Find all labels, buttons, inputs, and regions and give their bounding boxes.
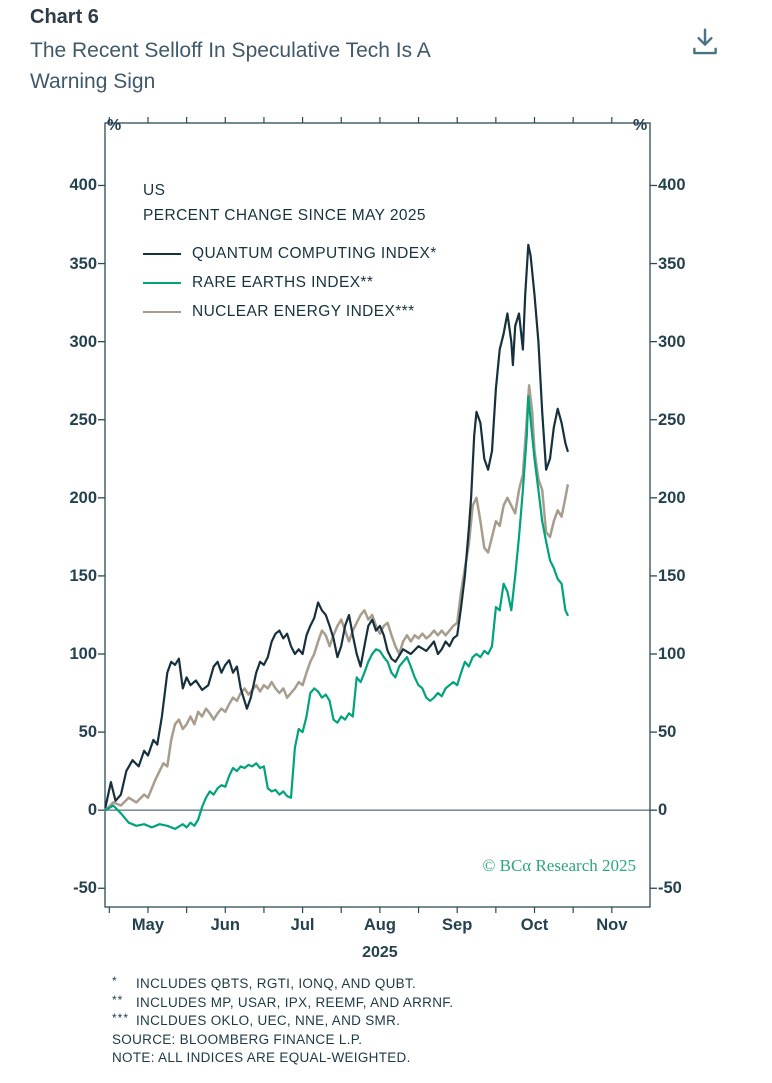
legend-item-rare-earths: RARE EARTHS INDEX** bbox=[143, 274, 437, 292]
y-tick-label-left: 0 bbox=[87, 801, 97, 820]
footnote-1: * INCLUDES QBTS, RGTI, IONQ, AND QUBT. bbox=[112, 974, 453, 994]
y-tick-label-left: 200 bbox=[69, 488, 97, 507]
y-axis-unit-left: % bbox=[107, 117, 122, 134]
footnote-3: *** INCLDUES OKLO, UEC, NNE, AND SMR. bbox=[112, 1011, 453, 1031]
legend: US PERCENT CHANGE SINCE MAY 2025 QUANTUM… bbox=[143, 182, 437, 321]
y-tick-label-left: 250 bbox=[69, 410, 97, 429]
y-tick-label-left: 150 bbox=[69, 566, 97, 585]
y-tick-label-right: 300 bbox=[658, 332, 686, 351]
x-axis-year-label: 2025 bbox=[362, 944, 398, 961]
footnote-2-text: INCLUDES MP, USAR, IPX, REEMF, AND ARRNF… bbox=[136, 994, 454, 1010]
legend-line-rare-earths bbox=[143, 282, 181, 284]
x-tick-label: Jun bbox=[210, 916, 240, 934]
x-tick-label: Aug bbox=[363, 916, 396, 934]
footnote-note: NOTE: ALL INDICES ARE EQUAL-WEIGHTED. bbox=[112, 1049, 453, 1068]
x-tick-label: Sep bbox=[442, 916, 473, 934]
footnote-2: ** INCLUDES MP, USAR, IPX, REEMF, AND ARR… bbox=[112, 992, 454, 1013]
legend-item-quantum: QUANTUM COMPUTING INDEX* bbox=[143, 245, 437, 263]
chart-region-label: US bbox=[143, 182, 166, 199]
series-line bbox=[104, 384, 569, 812]
footnote-3-marker: *** bbox=[112, 1011, 130, 1026]
y-axis-unit-right: % bbox=[633, 117, 648, 134]
chart-number-label: Chart 6 bbox=[30, 6, 99, 28]
footnote-source: SOURCE: BLOOMBERG FINANCE L.P. bbox=[112, 1031, 453, 1050]
y-tick-label-right: 100 bbox=[658, 644, 686, 663]
y-tick-label-left: 100 bbox=[69, 644, 97, 663]
y-tick-label-left: 50 bbox=[78, 723, 97, 742]
plot-frame bbox=[104, 122, 651, 908]
y-tick-label-right: 250 bbox=[658, 410, 686, 429]
footnote-2-marker: ** bbox=[112, 992, 124, 1007]
footnote-3-text: INCLDUES OKLO, UEC, NNE, AND SMR. bbox=[136, 1013, 401, 1029]
y-tick-label-right: 50 bbox=[658, 723, 677, 742]
x-tick-label: Oct bbox=[520, 916, 549, 934]
chart-subtitle: PERCENT CHANGE SINCE MAY 2025 bbox=[143, 207, 426, 224]
y-tick-label-right: 400 bbox=[658, 176, 686, 195]
x-tick-label: May bbox=[131, 916, 165, 934]
copyright-watermark: © BCα Research 2025 bbox=[482, 856, 636, 875]
y-tick-label-right: 200 bbox=[658, 488, 686, 507]
x-tick-label: Nov bbox=[596, 916, 628, 934]
y-tick-label-left: 400 bbox=[69, 176, 97, 195]
download-button[interactable] bbox=[684, 22, 726, 62]
x-tick-label: Jul bbox=[290, 916, 315, 934]
legend-label-nuclear: NUCLEAR ENERGY INDEX*** bbox=[192, 303, 415, 320]
series-line bbox=[104, 243, 569, 809]
legend-line-nuclear bbox=[143, 311, 181, 313]
footnote-source-text: SOURCE: BLOOMBERG FINANCE L.P. bbox=[112, 1031, 363, 1047]
y-tick-label-right: 350 bbox=[658, 254, 686, 273]
y-tick-label-left: 350 bbox=[69, 254, 97, 273]
y-tick-label-right: 0 bbox=[658, 801, 668, 820]
legend-label-rare-earths: RARE EARTHS INDEX** bbox=[192, 274, 374, 291]
legend-label-quantum: QUANTUM COMPUTING INDEX* bbox=[192, 245, 437, 262]
y-tick-label-right: 150 bbox=[658, 566, 686, 585]
page-title-line2: Warning Sign bbox=[30, 70, 156, 93]
y-tick-label-left: -50 bbox=[73, 879, 97, 898]
footnote-1-marker: * bbox=[112, 974, 118, 988]
page-title: The Recent Selloff In Speculative Tech I… bbox=[30, 35, 660, 97]
y-tick-label-right: -50 bbox=[658, 879, 682, 898]
download-icon bbox=[693, 27, 717, 54]
footnotes: * INCLUDES QBTS, RGTI, IONQ, AND QUBT. **… bbox=[112, 974, 454, 1068]
legend-line-quantum bbox=[143, 253, 181, 255]
footnote-note-text: NOTE: ALL INDICES ARE EQUAL-WEIGHTED. bbox=[112, 1050, 411, 1066]
page-title-line1: The Recent Selloff In Speculative Tech I… bbox=[30, 39, 431, 62]
y-tick-label-left: 300 bbox=[69, 332, 97, 351]
footnote-1-text: INCLUDES QBTS, RGTI, IONQ, AND QUBT. bbox=[136, 976, 417, 991]
legend-item-nuclear: NUCLEAR ENERGY INDEX*** bbox=[143, 303, 437, 321]
series-line bbox=[104, 395, 569, 831]
